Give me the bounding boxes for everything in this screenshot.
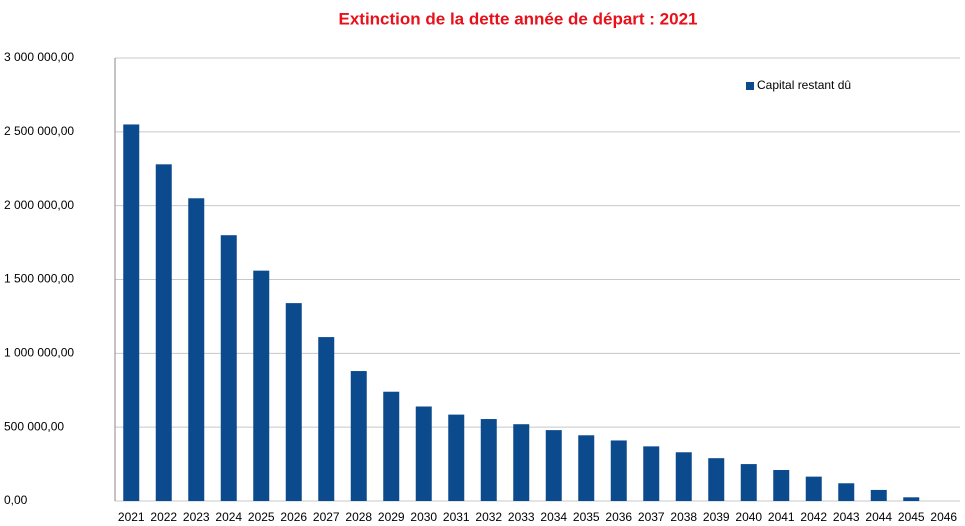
bar — [350, 371, 367, 501]
bar — [740, 464, 757, 501]
bar — [675, 452, 692, 501]
x-tick-label: 2046 — [930, 510, 957, 524]
bar — [318, 337, 335, 501]
bar — [903, 497, 920, 501]
bar — [253, 270, 270, 501]
bar — [643, 446, 660, 501]
bar — [220, 235, 237, 501]
bar — [708, 458, 725, 501]
x-tick-label: 2026 — [280, 510, 307, 524]
x-tick-label: 2038 — [670, 510, 697, 524]
y-tick-label: 3 000 000,00 — [4, 50, 74, 64]
bar — [610, 440, 627, 501]
x-tick-label: 2044 — [865, 510, 892, 524]
y-tick-label: 2 500 000,00 — [4, 124, 74, 138]
bar — [188, 198, 205, 502]
x-tick-label: 2033 — [508, 510, 535, 524]
x-tick-label: 2028 — [345, 510, 372, 524]
x-tick-label: 2043 — [833, 510, 860, 524]
x-tick-label: 2024 — [215, 510, 242, 524]
x-tick-label: 2045 — [898, 510, 925, 524]
x-tick-label: 2025 — [248, 510, 275, 524]
bar — [383, 391, 400, 501]
bar — [123, 124, 140, 501]
x-tick-label: 2023 — [183, 510, 210, 524]
y-tick-label: 1 000 000,00 — [4, 346, 74, 360]
bar — [805, 476, 822, 501]
bar — [578, 435, 595, 501]
bar — [870, 489, 887, 501]
legend-label: Capital restant dû — [757, 78, 851, 92]
bar — [513, 424, 530, 501]
x-tick-label: 2021 — [118, 510, 145, 524]
y-tick-label: 0,00 — [4, 493, 28, 507]
x-tick-label: 2030 — [410, 510, 437, 524]
y-tick-label: 2 000 000,00 — [4, 198, 74, 212]
bar — [285, 303, 302, 501]
x-tick-label: 2029 — [378, 510, 405, 524]
bar — [480, 419, 497, 501]
x-tick-label: 2041 — [768, 510, 795, 524]
x-tick-label: 2036 — [605, 510, 632, 524]
x-tick-label: 2027 — [313, 510, 340, 524]
bar — [773, 469, 790, 501]
x-tick-label: 2022 — [150, 510, 177, 524]
bar — [155, 164, 172, 501]
x-tick-label: 2040 — [735, 510, 762, 524]
x-tick-label: 2034 — [540, 510, 567, 524]
x-tick-label: 2035 — [573, 510, 600, 524]
x-tick-label: 2039 — [703, 510, 730, 524]
bar — [415, 406, 432, 501]
legend-swatch — [746, 82, 754, 90]
y-tick-label: 1 500 000,00 — [4, 272, 74, 286]
y-tick-label: 500 000,00 — [4, 419, 64, 433]
x-tick-label: 2031 — [443, 510, 470, 524]
bar — [545, 430, 562, 501]
x-tick-label: 2037 — [638, 510, 665, 524]
bar — [838, 483, 855, 501]
x-tick-label: 2042 — [800, 510, 827, 524]
bar — [448, 414, 465, 501]
chart-title: Extinction de la dette année de départ :… — [339, 9, 698, 28]
x-tick-label: 2032 — [475, 510, 502, 524]
